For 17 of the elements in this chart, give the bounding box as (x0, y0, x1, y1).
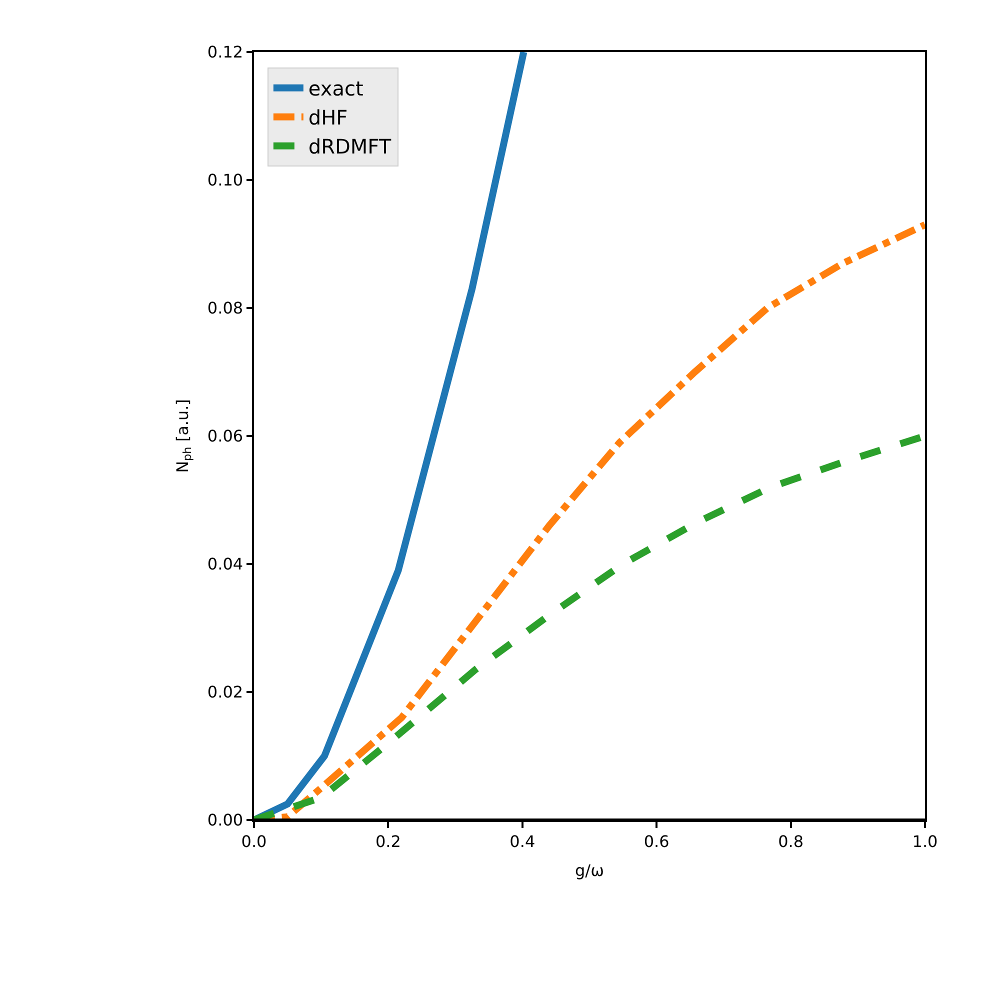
x-tick-label: 0.4 (510, 832, 536, 851)
y-tick-label: 0.06 (207, 426, 244, 446)
x-axis-title: g/ω (575, 861, 604, 880)
x-tick-label: 0.0 (241, 832, 267, 851)
legend-label: dHF (308, 106, 348, 130)
y-tick-label: 0.04 (207, 554, 244, 574)
y-tick-label: 0.00 (207, 810, 244, 830)
x-tick-label: 1.0 (912, 832, 938, 851)
legend-label: dRDMFT (308, 134, 392, 159)
y-tick-label: 0.02 (207, 682, 244, 702)
y-tick-label: 0.12 (207, 42, 244, 62)
x-tick-label: 0.2 (375, 832, 401, 851)
legend-label: exact (308, 76, 364, 101)
x-tick-label: 0.8 (778, 832, 804, 851)
y-tick-label: 0.08 (207, 298, 244, 318)
x-tick-label: 0.6 (644, 832, 670, 851)
y-tick-label: 0.10 (207, 170, 244, 190)
